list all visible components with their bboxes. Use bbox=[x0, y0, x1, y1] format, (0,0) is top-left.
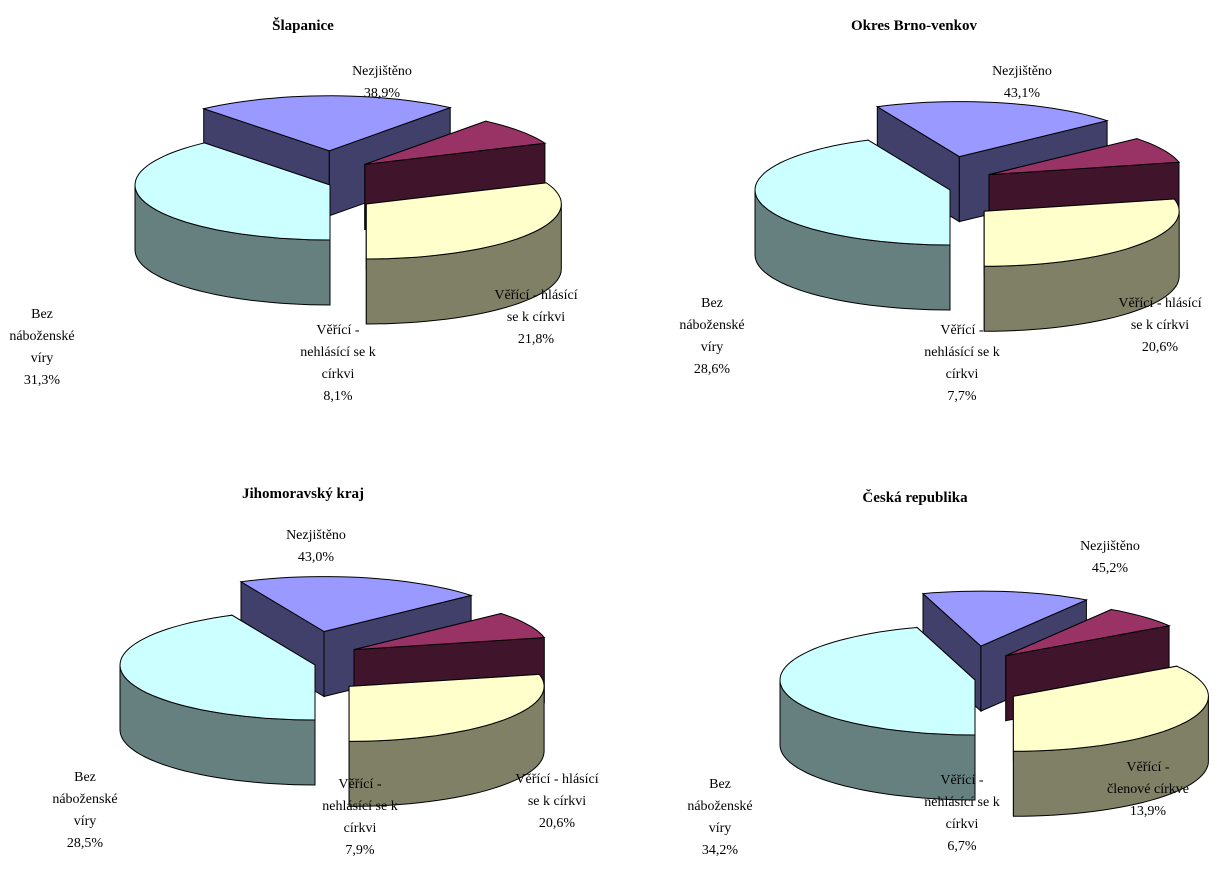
slice-category-label: Věřící - bbox=[940, 323, 983, 338]
slice-category-label: se k církvi bbox=[507, 310, 565, 325]
slice-value-label: 8,1% bbox=[323, 389, 353, 404]
slice-category-label: nehlásící se k bbox=[322, 799, 397, 814]
slice-value-label: 43,1% bbox=[1004, 86, 1041, 101]
pie-slice bbox=[348, 673, 545, 807]
pie-slice-top bbox=[365, 182, 562, 260]
pie-slice bbox=[754, 139, 951, 311]
slice-value-label: 6,7% bbox=[947, 839, 977, 854]
slice-value-label: 45,2% bbox=[1092, 561, 1129, 576]
slice-category-label: Věřící - bbox=[940, 773, 983, 788]
slice-category-label: Bez bbox=[701, 296, 723, 311]
slice-category-label: Věřící - hlásící bbox=[494, 288, 577, 303]
slice-category-label: víry bbox=[31, 351, 54, 366]
slice-category-label: víry bbox=[701, 340, 724, 355]
pie-slice-top bbox=[201, 95, 453, 152]
slice-category-label: náboženské bbox=[679, 318, 744, 333]
slice-category-label: členové církve bbox=[1107, 782, 1189, 797]
chart-title: Okres Brno-venkov bbox=[851, 18, 977, 34]
pie-slice-top bbox=[353, 612, 546, 651]
pie-slice bbox=[983, 198, 1180, 332]
slice-category-label: Bez bbox=[74, 770, 96, 785]
slice-category-label: náboženské bbox=[52, 792, 117, 807]
pie-slice-top bbox=[779, 626, 976, 736]
slice-category-label: nehlásící se k bbox=[924, 345, 999, 360]
pie-slice bbox=[1012, 665, 1209, 817]
slice-category-label: se k církvi bbox=[528, 794, 586, 809]
slice-value-label: 20,6% bbox=[539, 816, 576, 831]
slice-category-label: víry bbox=[709, 821, 732, 836]
slice-category-label: Nezjištěno bbox=[992, 64, 1052, 79]
slice-value-label: 20,6% bbox=[1142, 340, 1179, 355]
slice-category-label: Nezjištěno bbox=[1080, 539, 1140, 554]
slice-category-label: Věřící - bbox=[1126, 760, 1169, 775]
slice-category-label: nehlásící se k bbox=[924, 795, 999, 810]
slice-category-label: Věřící - bbox=[338, 777, 381, 792]
slice-category-label: náboženské bbox=[9, 329, 74, 344]
pie-slice-top bbox=[1005, 608, 1171, 657]
pie-slice-top bbox=[875, 101, 1109, 158]
slice-value-label: 31,3% bbox=[24, 373, 61, 388]
slice-category-label: Nezjištěno bbox=[286, 528, 346, 543]
slice-category-label: církvi bbox=[946, 817, 979, 832]
pie-slice bbox=[779, 626, 976, 801]
pie-slice-top bbox=[239, 576, 473, 633]
slice-category-label: Nezjištěno bbox=[352, 64, 412, 79]
slice-category-label: víry bbox=[74, 814, 97, 829]
slice-value-label: 7,9% bbox=[345, 843, 375, 858]
pie-slice-top bbox=[988, 138, 1181, 176]
pie-chart-2: Okres Brno-venkov Nezjištěno 43,1% Věřící -… bbox=[679, 18, 1201, 404]
slice-category-label: Bez bbox=[709, 777, 731, 792]
pie-slice bbox=[365, 182, 562, 325]
pie-slice-top bbox=[119, 614, 316, 721]
slice-value-label: 43,0% bbox=[298, 550, 335, 565]
chart-title: Jihomoravský kraj bbox=[242, 486, 364, 502]
slice-category-label: církvi bbox=[344, 821, 377, 836]
slice-category-label: nehlásící se k bbox=[300, 345, 375, 360]
chart-title: Šlapanice bbox=[272, 17, 334, 34]
slice-category-label: Věřící - hlásící bbox=[515, 772, 598, 787]
pie-slice-top bbox=[134, 142, 331, 241]
slice-value-label: 13,9% bbox=[1130, 804, 1167, 819]
slice-category-label: náboženské bbox=[687, 799, 752, 814]
slice-category-label: církvi bbox=[946, 367, 979, 382]
slice-value-label: 7,7% bbox=[947, 389, 977, 404]
slice-category-label: Věřící - hlásící bbox=[1118, 296, 1201, 311]
slice-value-label: 34,2% bbox=[702, 843, 739, 858]
slice-category-label: církvi bbox=[322, 367, 355, 382]
pie-slice-top bbox=[364, 120, 547, 165]
chart-title: Česká republika bbox=[862, 489, 968, 506]
pie-slice bbox=[134, 142, 331, 306]
pie-slice-top bbox=[983, 198, 1180, 267]
pie-chart-1: Šlapanice Nezjištěno 38,9% Věřící - hlásící… bbox=[9, 17, 577, 404]
pie-chart-3: Jihomoravský kraj Nezjištěno 43,0% Věřící -… bbox=[52, 486, 598, 858]
pie-slice-top bbox=[921, 590, 1089, 647]
pie-slice bbox=[119, 614, 316, 786]
slice-category-label: Bez bbox=[31, 307, 53, 322]
slice-value-label: 28,5% bbox=[67, 836, 104, 851]
slice-value-label: 38,9% bbox=[364, 86, 401, 101]
slice-value-label: 28,6% bbox=[694, 362, 731, 377]
pie-slice-top bbox=[754, 139, 951, 246]
slice-category-label: se k církvi bbox=[1131, 318, 1189, 333]
pie-slice-top bbox=[1012, 665, 1209, 752]
pie-slice-top bbox=[348, 673, 545, 742]
slice-category-label: Věřící - bbox=[316, 323, 359, 338]
pie-chart-4: Česká republika Nezjištěno 45,2% Věřící - čl… bbox=[687, 489, 1209, 858]
slice-value-label: 21,8% bbox=[518, 332, 555, 347]
